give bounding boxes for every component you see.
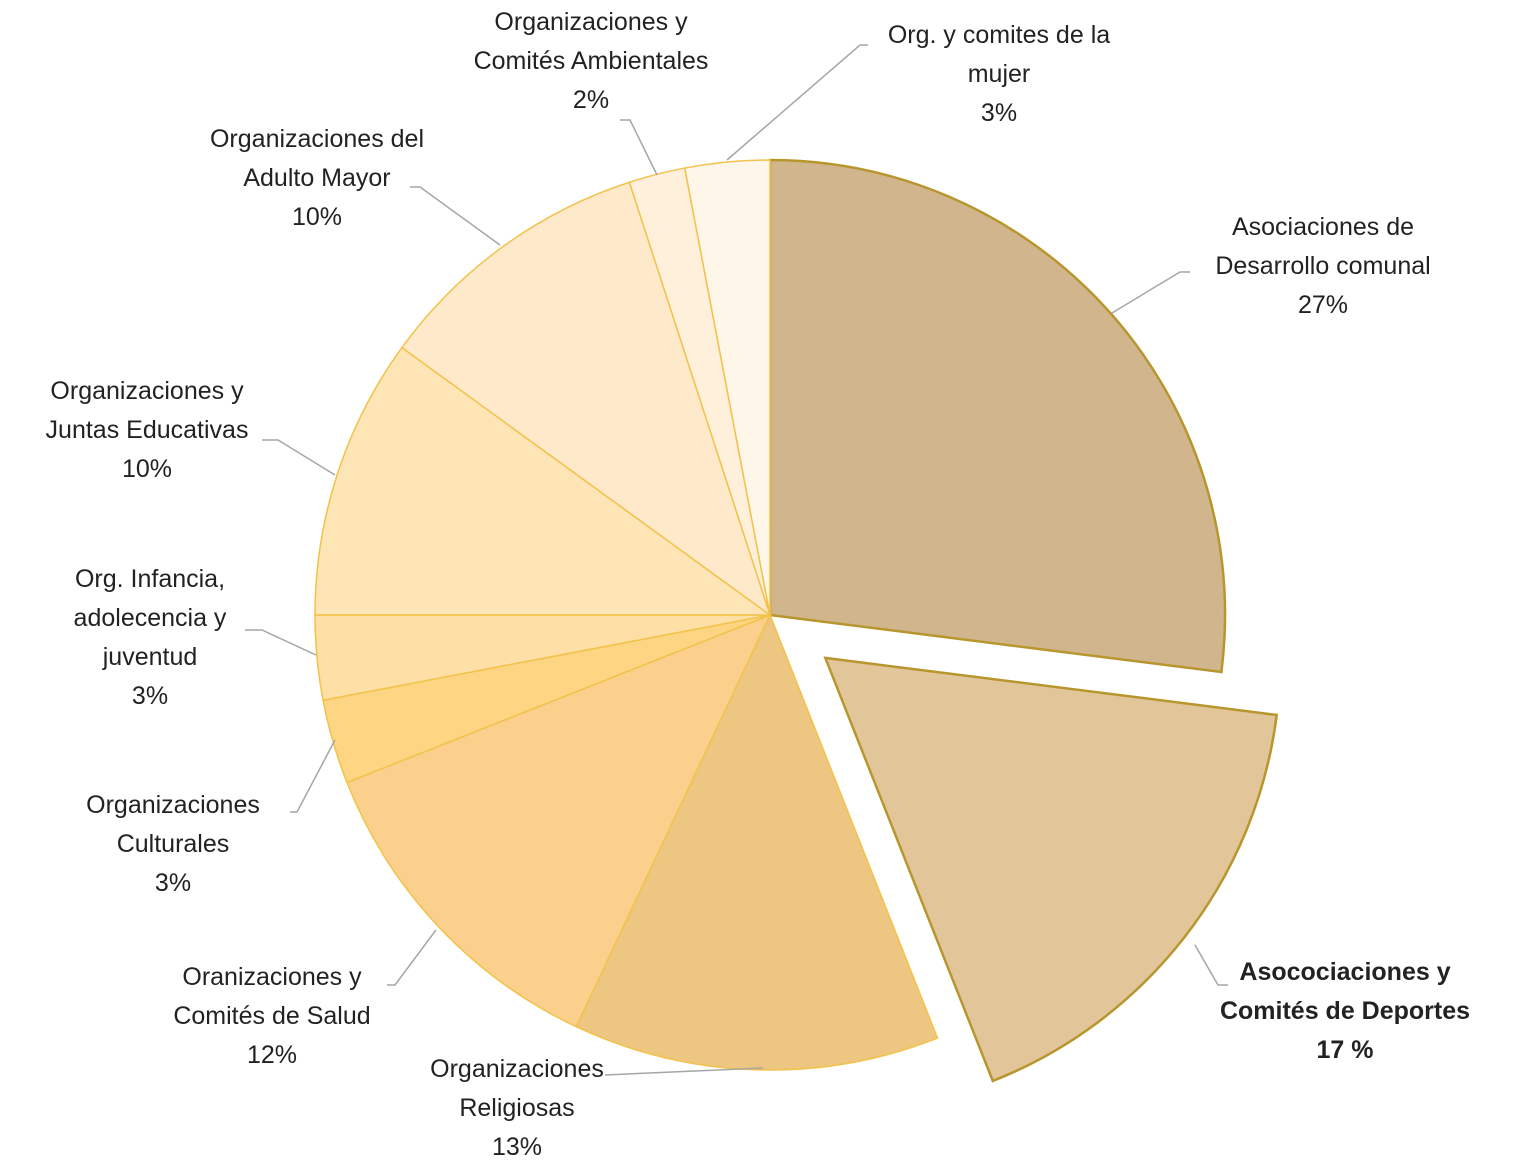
leader-line: [245, 629, 317, 656]
pie-slice: [400, 181, 772, 617]
label-value: 27%: [1297, 291, 1349, 319]
leader-line: [1111, 271, 1190, 314]
label-value: 3%: [131, 682, 169, 710]
label-name: Organizaciones del Adulto Mayor: [209, 125, 424, 192]
label-value: 10%: [121, 455, 173, 483]
label-name: Organizaciones y Comités Ambientales: [473, 8, 709, 75]
label-value: 12%: [246, 1041, 298, 1069]
slice-label: Organizaciones Culturales 3%: [68, 786, 278, 903]
leader-line: [410, 186, 501, 246]
leader-line: [262, 439, 336, 476]
leader-line: [290, 739, 336, 813]
label-name: Asocociaciones y Comités de Deportes: [1219, 958, 1471, 1025]
label-name: Organizaciones y Juntas Educativas: [45, 377, 249, 444]
label-name: Asociaciones de Desarrollo comunal: [1215, 213, 1431, 280]
label-name: Organizaciones Religiosas: [430, 1055, 604, 1122]
label-name: Org. Infancia, adolecencia y juventud: [73, 565, 227, 671]
label-value: 10%: [291, 203, 343, 231]
leader-line: [604, 1067, 764, 1076]
slice-label: Organizaciones y Juntas Educativas 10%: [22, 372, 272, 489]
pie-slice: [575, 613, 939, 1071]
slice-label: Organizaciones y Comités Ambientales 2%: [451, 3, 731, 120]
label-value: 3%: [980, 99, 1018, 127]
slice-label: Asocociaciones y Comités de Deportes 17 %: [1195, 953, 1495, 1070]
slice-label: Org. y comites de la mujer 3%: [854, 16, 1144, 133]
pie-slice: [768, 158, 1227, 674]
leader-line: [1194, 944, 1228, 986]
label-value: 13%: [491, 1133, 543, 1161]
leader-line: [726, 44, 868, 161]
leader-line: [620, 119, 658, 176]
label-name: Oranizaciones y Comités de Salud: [173, 963, 371, 1030]
label-value: 17 %: [1316, 1036, 1374, 1064]
pie-slice: [314, 346, 773, 616]
slice-label: Asociaciones de Desarrollo comunal 27%: [1188, 208, 1458, 325]
label-value: 2%: [572, 86, 610, 114]
slice-label: Organizaciones Religiosas 13%: [412, 1050, 622, 1167]
slice-label: Org. Infancia, adolecencia y juventud 3%: [55, 560, 245, 716]
leader-line: [387, 929, 437, 986]
slice-label: Oranizaciones y Comités de Salud 12%: [152, 958, 392, 1075]
pie-slice: [345, 613, 772, 1028]
label-value: 3%: [154, 869, 192, 897]
pie-slice: [683, 159, 771, 616]
label-name: Org. y comites de la mujer: [887, 21, 1111, 88]
pie-slice: [823, 656, 1279, 1083]
slice-label: Organizaciones del Adulto Mayor 10%: [187, 120, 447, 237]
label-name: Organizaciones Culturales: [86, 791, 260, 858]
slices: [314, 158, 1279, 1083]
